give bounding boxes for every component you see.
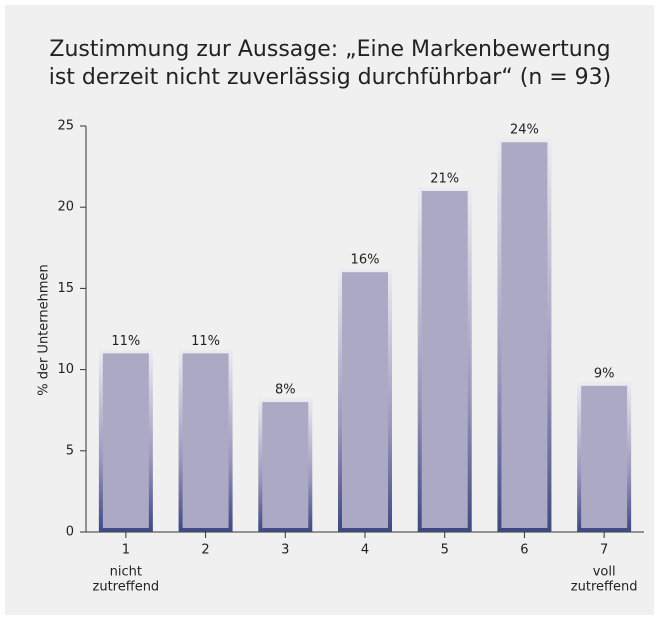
value-label: 9% — [594, 366, 615, 381]
bar — [421, 190, 468, 528]
x-note: nicht — [110, 565, 142, 580]
value-label: 21% — [430, 171, 459, 186]
y-axis-label: % der Unternehmen — [37, 264, 52, 396]
bar — [182, 353, 229, 528]
bar — [262, 402, 309, 528]
chart-title: Zustimmung zur Aussage: „Eine Markenbewe… — [49, 37, 610, 62]
value-label: 11% — [111, 334, 140, 349]
value-label: 11% — [191, 334, 220, 349]
x-tick-label: 3 — [281, 543, 289, 558]
chart-title: ist derzeit nicht zuverlässig durchführb… — [49, 65, 612, 90]
y-tick-label: 25 — [57, 119, 74, 134]
y-tick-label: 15 — [57, 281, 74, 296]
x-tick-label: 1 — [122, 543, 130, 558]
x-tick-label: 6 — [520, 543, 528, 558]
y-tick-label: 10 — [57, 362, 74, 377]
x-tick-label: 4 — [361, 543, 369, 558]
value-label: 16% — [351, 253, 380, 268]
y-tick-label: 20 — [57, 200, 74, 215]
bar — [501, 142, 548, 529]
bar — [581, 385, 628, 528]
value-label: 8% — [275, 383, 296, 398]
x-note: voll — [593, 565, 616, 580]
bar — [102, 353, 149, 528]
x-note: zutreffend — [571, 580, 638, 595]
y-tick-label: 0 — [66, 525, 74, 540]
value-label: 24% — [510, 123, 539, 138]
y-tick-label: 5 — [66, 443, 74, 458]
x-tick-label: 7 — [600, 543, 608, 558]
x-tick-label: 2 — [201, 543, 209, 558]
x-note: zutreffend — [93, 580, 160, 595]
x-tick-label: 5 — [441, 543, 449, 558]
bar — [342, 272, 388, 528]
